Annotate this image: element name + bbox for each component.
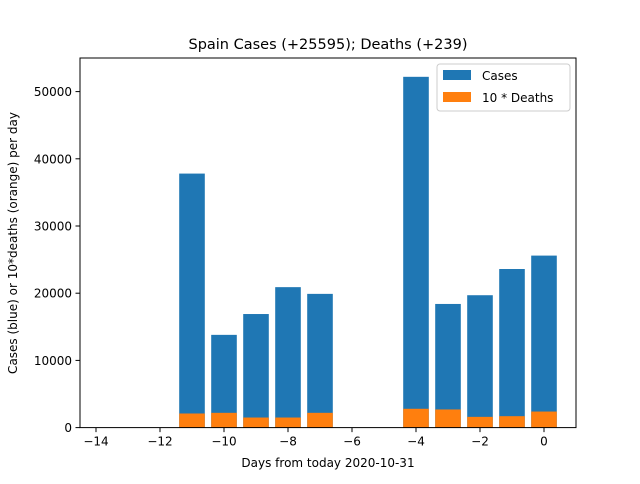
legend-label-deaths: 10 * Deaths <box>482 91 553 105</box>
y-tick-label: 30000 <box>34 220 72 234</box>
bar-cases-day--1 <box>499 269 525 428</box>
bar-cases-day--11 <box>179 173 205 428</box>
bar-cases-day--8 <box>275 287 301 428</box>
bar-deaths-day--3 <box>435 409 461 428</box>
bar-deaths-day--8 <box>275 417 301 428</box>
bar-deaths-day--2 <box>467 416 493 428</box>
y-axis-label: Cases (blue) or 10*deaths (orange) per d… <box>6 112 20 374</box>
bar-cases-day--9 <box>243 314 269 428</box>
bar-deaths-day--9 <box>243 417 269 428</box>
y-tick-label: 0 <box>64 421 72 435</box>
x-tick-label: −10 <box>211 435 236 449</box>
x-tick-label: −8 <box>279 435 297 449</box>
legend-swatch-cases <box>443 70 471 80</box>
y-tick-label: 50000 <box>34 85 72 99</box>
bar-cases-day--4 <box>403 76 429 428</box>
bar-deaths-day--7 <box>307 412 333 428</box>
bar-cases-day--7 <box>307 293 333 428</box>
plot-frame <box>79 57 577 429</box>
bar-cases-day--2 <box>467 295 493 428</box>
bar-cases-day--3 <box>435 303 461 428</box>
x-axis-ticks: −14 −12 −10 −8 −6 −4 −2 0 <box>83 427 548 449</box>
x-tick-label: −14 <box>83 435 108 449</box>
x-tick-label: −6 <box>343 435 361 449</box>
bars-layer <box>179 76 557 428</box>
legend-label-cases: Cases <box>482 69 518 83</box>
bar-deaths-day--4 <box>403 408 429 428</box>
x-tick-label: −12 <box>147 435 172 449</box>
x-tick-label: −4 <box>407 435 425 449</box>
y-tick-label: 10000 <box>34 354 72 368</box>
bar-cases-day-0 <box>531 255 557 428</box>
y-axis-ticks: 0 10000 20000 30000 40000 50000 <box>34 85 80 435</box>
bar-deaths-day--11 <box>179 413 205 428</box>
x-tick-label: 0 <box>540 435 548 449</box>
chart-title: Spain Cases (+25595); Deaths (+239) <box>188 37 467 53</box>
x-axis-label: Days from today 2020-10-31 <box>241 456 414 470</box>
bar-deaths-day--1 <box>499 416 525 428</box>
y-tick-label: 20000 <box>34 287 72 301</box>
bar-deaths-day--10 <box>211 412 237 428</box>
bar-deaths-day-0 <box>531 411 557 428</box>
y-tick-label: 40000 <box>34 152 72 166</box>
legend-swatch-deaths <box>443 92 471 102</box>
x-tick-label: −2 <box>471 435 489 449</box>
bar-cases-day--10 <box>211 334 237 428</box>
legend: Cases 10 * Deaths <box>436 63 571 112</box>
